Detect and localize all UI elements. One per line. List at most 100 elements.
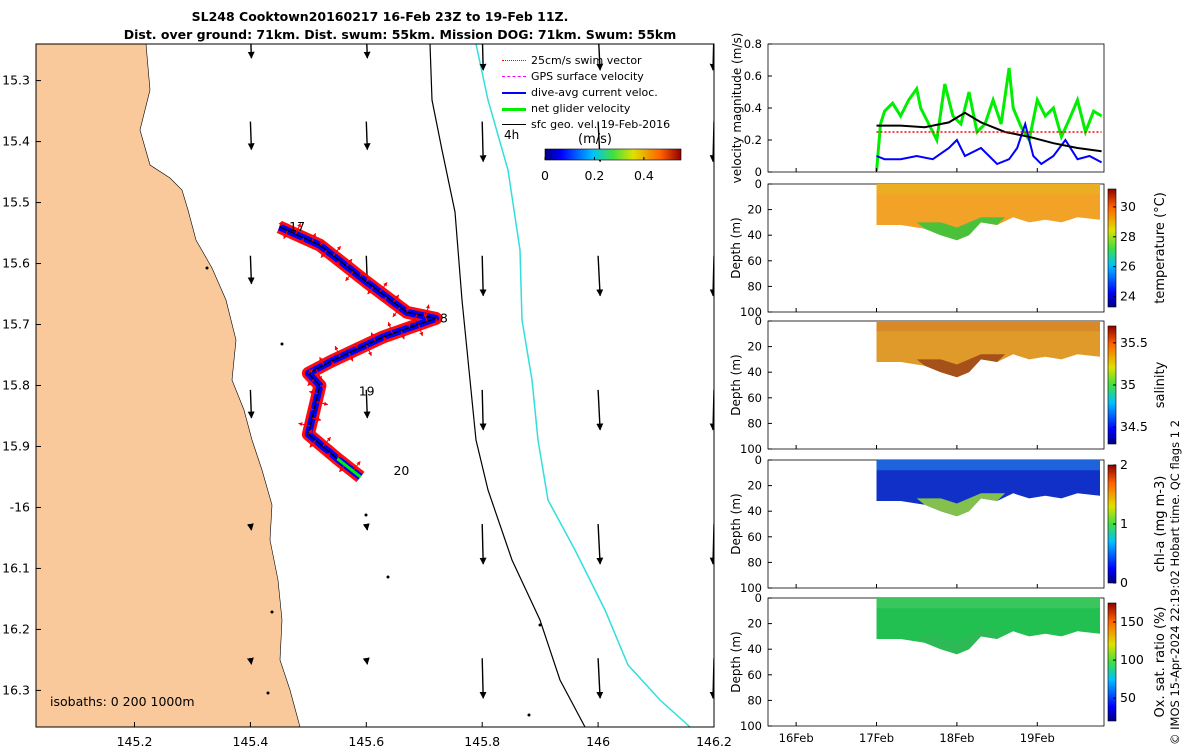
velocity-series bbox=[875, 67, 1103, 173]
swim-vector-arrow bbox=[354, 343, 359, 350]
legend-label-net: net glider velocity bbox=[531, 102, 631, 115]
swim-vector-arrow bbox=[365, 344, 372, 357]
map-y-tick-label: 15.9 bbox=[2, 438, 30, 453]
geo-velocity-arrow bbox=[479, 121, 487, 163]
depth-tick-label: 60 bbox=[747, 254, 762, 268]
swim-vector-arrow bbox=[325, 452, 331, 458]
speed-colorbar bbox=[544, 148, 682, 161]
section-panel-salinity: 0 20 40 60 80 100 Depth (m) 34.5 35 35.5 salinity bbox=[729, 314, 1168, 456]
legend-label-geo: sfc geo. vel. 19-Feb-2016 bbox=[531, 118, 671, 131]
colorbar-label: salinity bbox=[1153, 361, 1168, 408]
depth-tick-label: 0 bbox=[755, 591, 762, 605]
depth-tick-label: 40 bbox=[747, 365, 762, 379]
swim-vector-arrow bbox=[382, 296, 387, 303]
swim-vector-arrow bbox=[405, 306, 410, 313]
depth-tick-label: 40 bbox=[747, 642, 762, 656]
section-deep-layer bbox=[916, 217, 1006, 241]
section-surface-layer bbox=[876, 184, 1100, 195]
map-y-tick-label: 16.3 bbox=[2, 682, 30, 697]
swim-vector-arrow bbox=[392, 294, 400, 303]
colorbar-tick-label: 35.5 bbox=[1120, 335, 1148, 350]
map-y-tick-label: 15.8 bbox=[2, 378, 30, 393]
depth-tick-label: 100 bbox=[740, 719, 762, 733]
island-dot bbox=[280, 342, 284, 346]
geo-velocity-arrow bbox=[479, 524, 487, 565]
swim-vector-arrow bbox=[300, 237, 305, 244]
day-label: 20 bbox=[393, 463, 409, 478]
time-x-axis: 16Feb 17Feb 18Feb 19Feb bbox=[779, 168, 1055, 745]
swim-vector-arrow bbox=[352, 461, 361, 472]
depth-axis-label: Depth (m) bbox=[729, 493, 743, 554]
swim-vector-arrow bbox=[335, 260, 341, 266]
swim-vector-arrow bbox=[309, 440, 316, 448]
section-surface-layer bbox=[876, 460, 1100, 471]
geo-velocity-arrow bbox=[247, 121, 255, 151]
map-x-tick-label: 145.4 bbox=[233, 734, 269, 749]
glider-track bbox=[276, 220, 443, 483]
swim-vector-arrow bbox=[330, 360, 335, 367]
colorbar-tick-label: 0 bbox=[1120, 575, 1128, 590]
chart-title-line2: Dist. over ground: 71km. Dist. swum: 55k… bbox=[123, 27, 677, 42]
depth-tick-label: 20 bbox=[747, 340, 762, 354]
map-y-tick-label: -16 bbox=[10, 499, 30, 514]
colorbar-tick-label: 34.5 bbox=[1120, 419, 1148, 434]
island-dot bbox=[386, 575, 390, 579]
time-tick-label: 17Feb bbox=[859, 731, 894, 745]
velocity-series-line bbox=[876, 111, 1102, 153]
swim-vector-arrow bbox=[365, 276, 371, 283]
swim-vector-arrow bbox=[308, 368, 314, 374]
velocity-y-tick-label: 0.8 bbox=[744, 37, 762, 51]
velocity-panel: 0 0.2 0.4 0.6 0.8 velocity magnitude (m/s) bbox=[730, 33, 1105, 183]
depth-axis-label: Depth (m) bbox=[729, 217, 743, 278]
geo-velocity-arrow bbox=[479, 658, 487, 699]
section-surface-layer bbox=[876, 321, 1100, 332]
swim-vector-arrow bbox=[332, 245, 342, 257]
map-y-tick-label: 16.1 bbox=[2, 560, 30, 575]
map-x-tick-label: 146.2 bbox=[696, 734, 732, 749]
swim-vector-arrow bbox=[315, 369, 323, 381]
swim-vector-arrow bbox=[387, 321, 393, 334]
colorbar-tick-label: 150 bbox=[1120, 614, 1144, 629]
swim-vector-arrow bbox=[307, 407, 315, 412]
swim-vector-arrow bbox=[359, 271, 364, 277]
swim-vector-arrow bbox=[345, 271, 354, 282]
time-tick-label: 19Feb bbox=[1020, 731, 1055, 745]
colorbar-tick-label: 2 bbox=[1120, 457, 1128, 472]
geo-velocity-arrow bbox=[363, 389, 371, 419]
colorbar-units: (m/s) bbox=[578, 132, 612, 147]
day-label: 17 bbox=[289, 219, 305, 234]
map-y-axis: 15.3 15.4 15.5 15.6 15.7 15.8 15.9 -16 16.1 16.2 1… bbox=[2, 73, 41, 697]
velocity-y-axis: 0 0.2 0.4 0.6 0.8 bbox=[744, 37, 772, 179]
depth-tick-label: 40 bbox=[747, 228, 762, 242]
colorbar-tick-label: 0 bbox=[541, 168, 549, 183]
depth-tick-label: 80 bbox=[747, 279, 762, 293]
legend-label-swim: 25cm/s swim vector bbox=[531, 54, 642, 67]
swim-vector-arrow bbox=[295, 222, 301, 235]
swim-vector-arrow bbox=[322, 436, 331, 447]
colorbar-label: temperature (°C) bbox=[1153, 192, 1168, 304]
island-dot bbox=[527, 713, 531, 717]
geo-velocity-arrow bbox=[246, 657, 254, 665]
depth-tick-label: 0 bbox=[755, 177, 762, 191]
swim-vector-arrow bbox=[312, 417, 322, 422]
map-x-tick-label: 145.6 bbox=[348, 734, 384, 749]
chart-title-line1: SL248 Cooktown20160217 16-Feb 23Z to 19-… bbox=[191, 9, 569, 24]
legend-label-current: dive-avg current veloc. bbox=[531, 86, 658, 99]
swim-vector-arrow bbox=[336, 453, 342, 459]
depth-axis-label: Depth (m) bbox=[729, 354, 743, 415]
track-day-labels: 17 8 19 20 bbox=[289, 219, 448, 478]
colorbar-tick-label: 1 bbox=[1120, 516, 1128, 531]
swim-vector-arrow bbox=[392, 306, 401, 318]
geo-velocity-arrow bbox=[596, 44, 604, 71]
depth-tick-label: 40 bbox=[747, 504, 762, 518]
swim-vector-arrow bbox=[400, 330, 405, 340]
swim-vector-arrow bbox=[315, 401, 329, 406]
isobath-1000m bbox=[475, 44, 691, 727]
swim-vector-arrow bbox=[283, 230, 288, 240]
depth-tick-label: 80 bbox=[747, 693, 762, 707]
depth-tick-label: 20 bbox=[747, 203, 762, 217]
depth-tick-label: 100 bbox=[740, 581, 762, 595]
island-dot bbox=[205, 266, 209, 270]
